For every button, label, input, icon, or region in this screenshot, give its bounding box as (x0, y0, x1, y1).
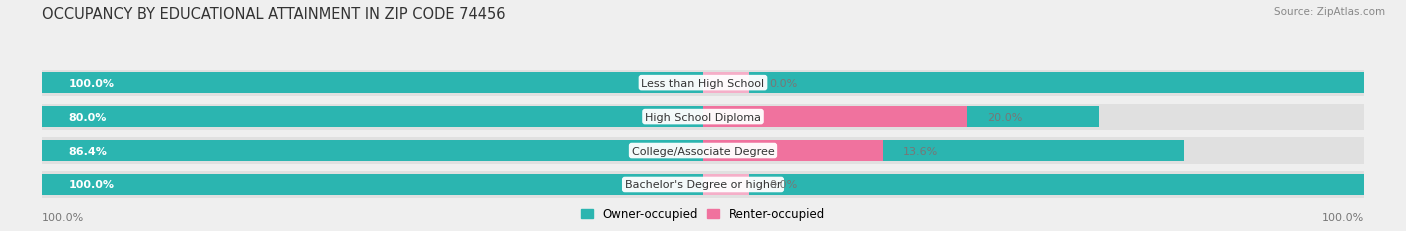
Text: OCCUPANCY BY EDUCATIONAL ATTAINMENT IN ZIP CODE 74456: OCCUPANCY BY EDUCATIONAL ATTAINMENT IN Z… (42, 7, 506, 22)
Bar (703, 73, 749, 94)
Text: 0.0%: 0.0% (769, 78, 797, 88)
Bar (703, 140, 883, 161)
Text: 100.0%: 100.0% (69, 78, 115, 88)
Text: 80.0%: 80.0% (69, 112, 107, 122)
Text: 0.0%: 0.0% (769, 180, 797, 190)
Text: High School Diploma: High School Diploma (645, 112, 761, 122)
Bar (42, 104, 1364, 130)
Text: Source: ZipAtlas.com: Source: ZipAtlas.com (1274, 7, 1385, 17)
Bar (42, 138, 1364, 164)
Bar (42, 73, 1364, 94)
Bar (42, 174, 1364, 195)
Bar (42, 172, 1364, 198)
Text: 100.0%: 100.0% (1322, 213, 1364, 222)
Bar (42, 70, 1364, 96)
Bar (703, 106, 967, 128)
Text: 13.6%: 13.6% (903, 146, 938, 156)
Text: Bachelor's Degree or higher: Bachelor's Degree or higher (624, 180, 782, 190)
Text: 86.4%: 86.4% (69, 146, 107, 156)
Bar (42, 140, 1184, 161)
Text: Less than High School: Less than High School (641, 78, 765, 88)
Text: 20.0%: 20.0% (987, 112, 1022, 122)
Text: College/Associate Degree: College/Associate Degree (631, 146, 775, 156)
Text: 100.0%: 100.0% (69, 180, 115, 190)
Bar (703, 174, 749, 195)
Text: 100.0%: 100.0% (42, 213, 84, 222)
Legend: Owner-occupied, Renter-occupied: Owner-occupied, Renter-occupied (576, 203, 830, 225)
Bar (42, 106, 1099, 128)
